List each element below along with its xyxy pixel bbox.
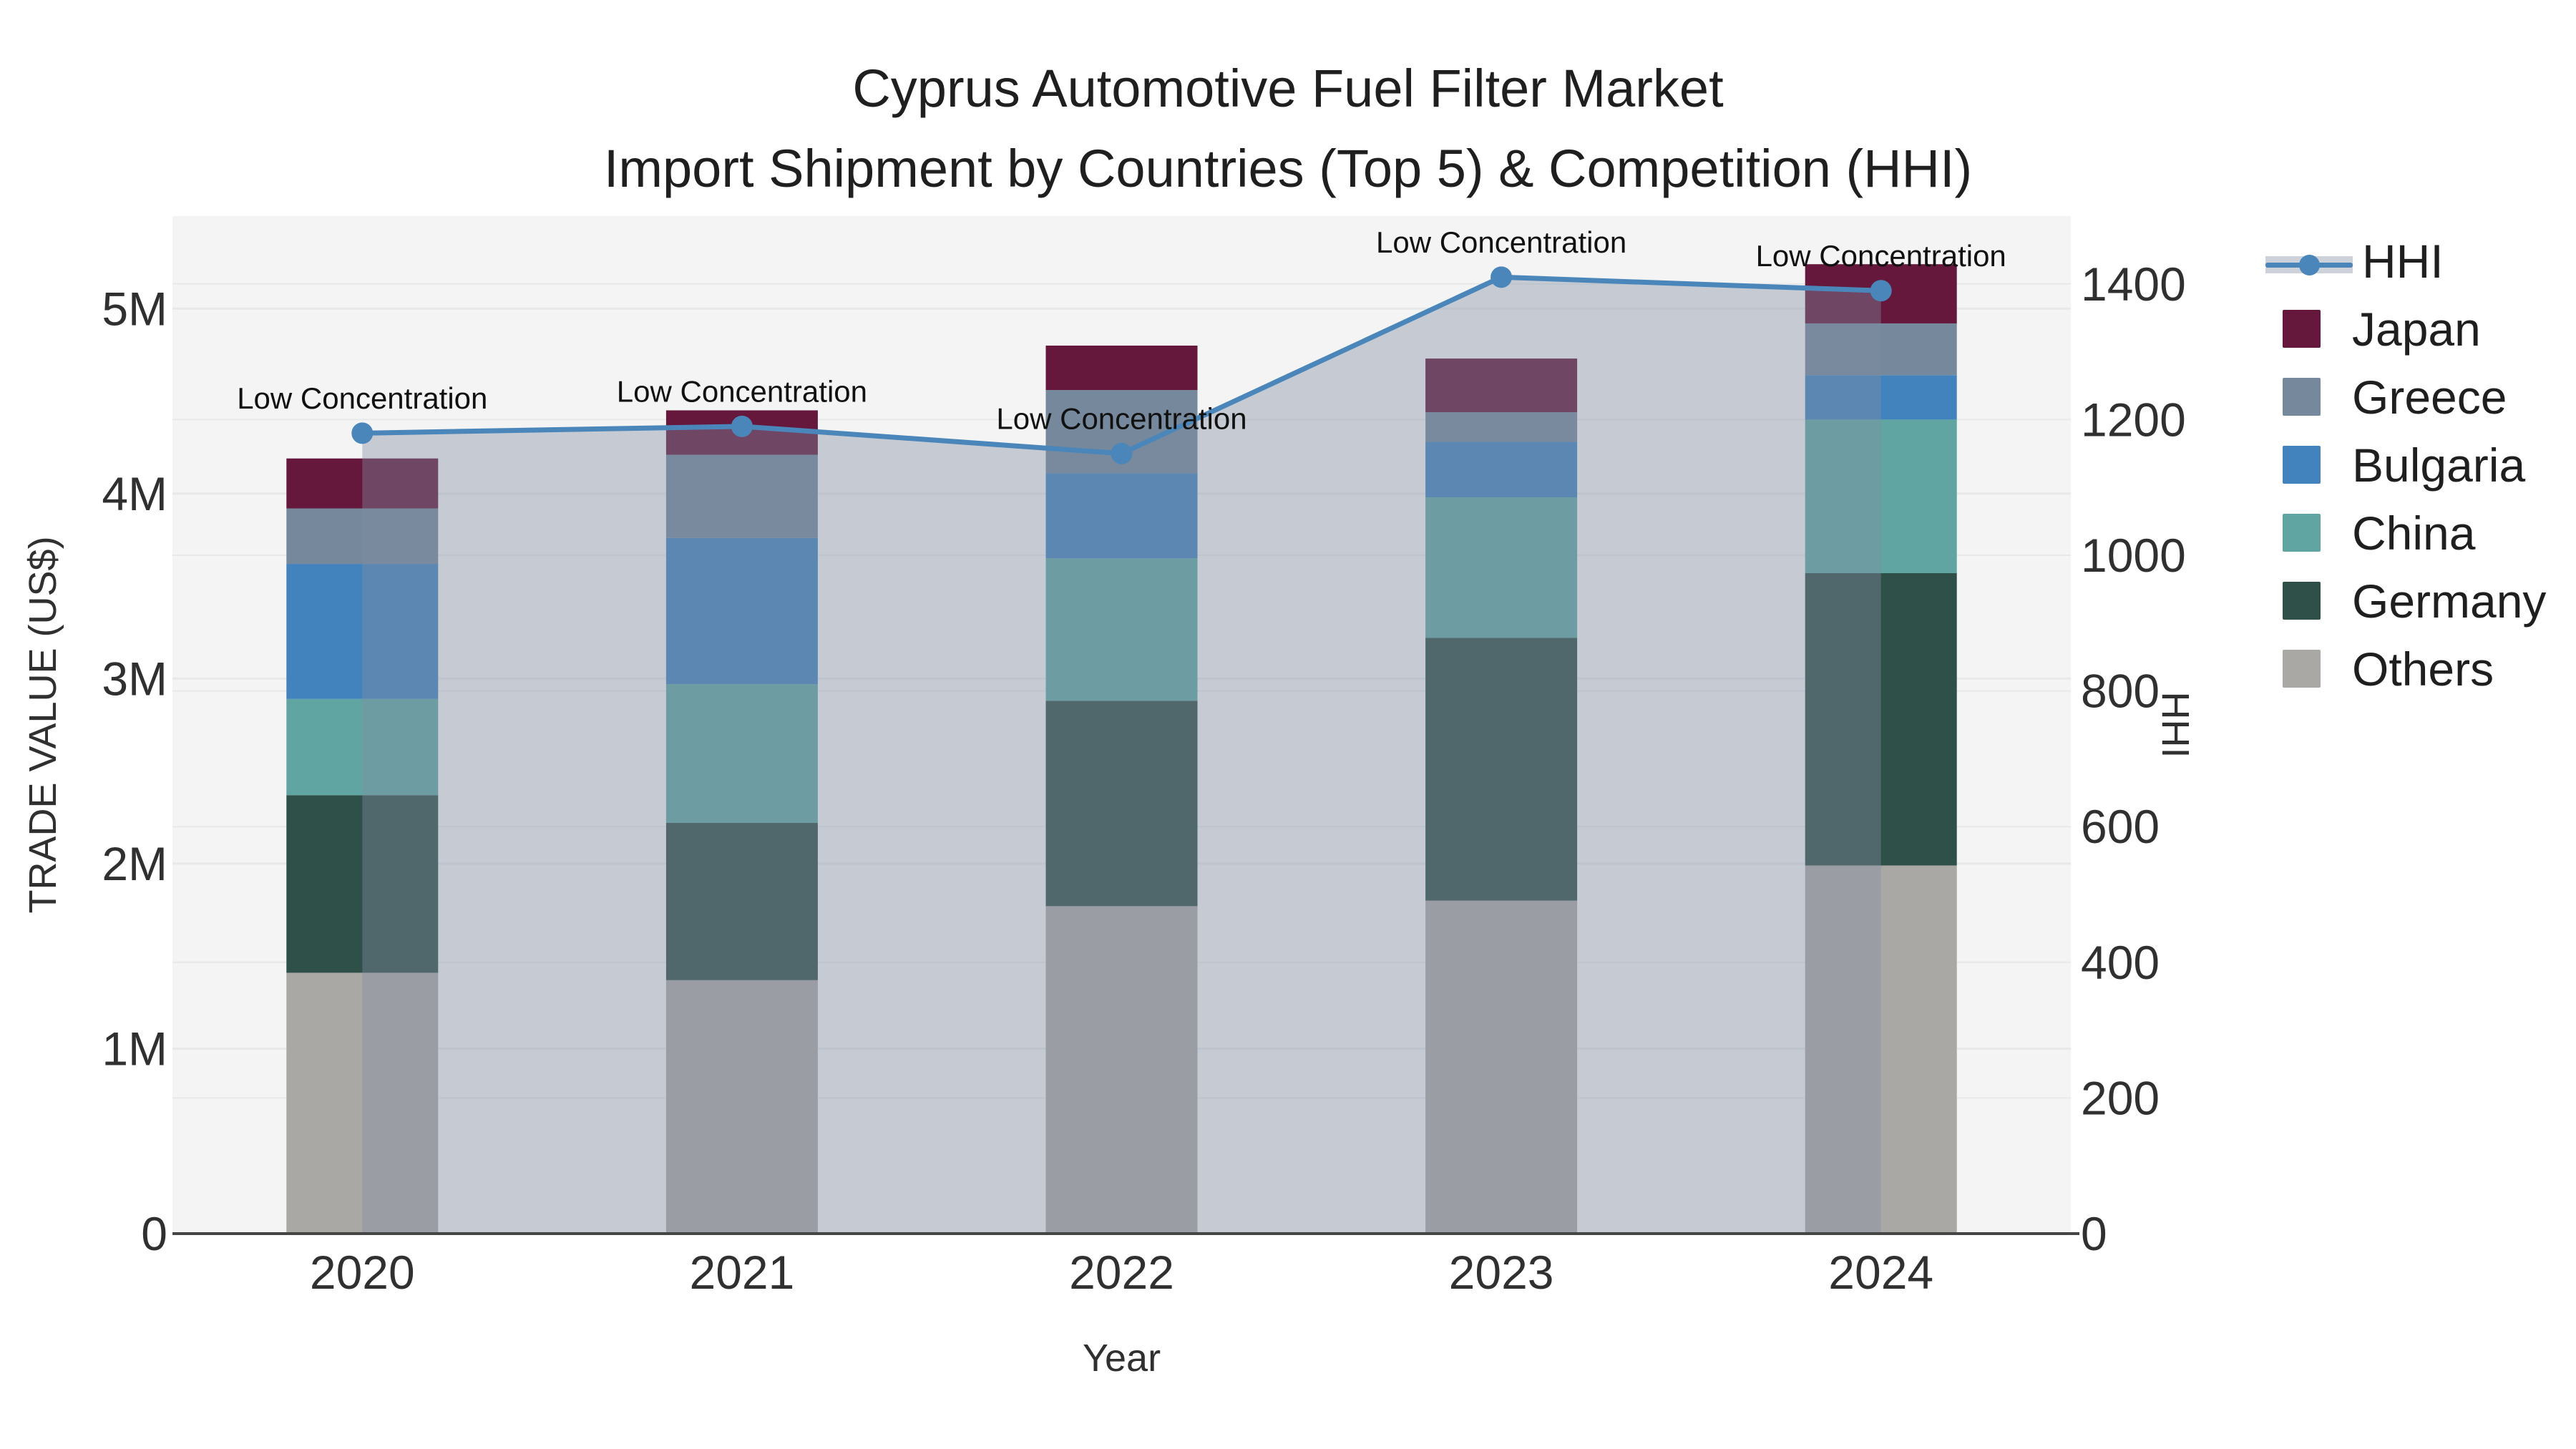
- y-right-tick-1000: 1000: [2081, 529, 2186, 582]
- bar-japan-2022[interactable]: [1045, 345, 1198, 391]
- chart-title-line2: Import Shipment by Countries (Top 5) & C…: [603, 139, 1973, 198]
- hhi-point-2024[interactable]: [1870, 280, 1892, 302]
- bulgaria-swatch: [2283, 446, 2321, 484]
- y-left-tick-3M: 3M: [102, 652, 167, 705]
- y-right-tick-200: 200: [2081, 1071, 2160, 1124]
- hhi-point-2022[interactable]: [1111, 442, 1133, 464]
- chart-title: Cyprus Automotive Fuel Filter Market Imp…: [0, 49, 2576, 209]
- bar-germany-2020[interactable]: [286, 795, 439, 973]
- y-right-tick-0: 0: [2081, 1207, 2107, 1260]
- bar-bulgaria-2022[interactable]: [1045, 473, 1198, 559]
- legend-item-bulgaria[interactable]: Bulgaria: [2261, 431, 2562, 499]
- bar-germany-2023[interactable]: [1425, 638, 1578, 901]
- legend-item-china[interactable]: China: [2261, 499, 2562, 567]
- y-right-tick-1400: 1400: [2081, 258, 2186, 311]
- legend: HHI Japan Greece Bulgaria China Germany …: [2261, 227, 2562, 703]
- x-tick-2020: 2020: [310, 1246, 415, 1299]
- legend-item-japan[interactable]: Japan: [2261, 295, 2562, 363]
- legend-label-germany: Germany: [2352, 574, 2547, 628]
- y-left-tick-4M: 4M: [102, 467, 167, 520]
- y-right-tick-600: 600: [2081, 800, 2160, 853]
- hhi-point-2020[interactable]: [351, 422, 374, 444]
- bar-china-2023[interactable]: [1425, 497, 1578, 638]
- y-left-tick-2M: 2M: [102, 837, 167, 890]
- legend-item-others[interactable]: Others: [2261, 635, 2562, 703]
- chart-title-line1: Cyprus Automotive Fuel Filter Market: [852, 59, 1724, 118]
- annotation-2023: Low Concentration: [1376, 225, 1626, 259]
- bar-japan-2020[interactable]: [286, 458, 439, 509]
- legend-item-hhi[interactable]: HHI: [2261, 227, 2562, 295]
- bar-greece-2023[interactable]: [1425, 412, 1578, 442]
- legend-label-china: China: [2352, 506, 2476, 560]
- bar-bulgaria-2023[interactable]: [1425, 441, 1578, 497]
- hhi-point-2021[interactable]: [731, 415, 753, 437]
- china-swatch: [2283, 514, 2321, 552]
- greece-swatch: [2283, 378, 2321, 416]
- y-right-tick-400: 400: [2081, 936, 2160, 989]
- bar-bulgaria-2021[interactable]: [665, 537, 818, 685]
- bar-germany-2024[interactable]: [1805, 572, 1957, 866]
- bar-others-2020[interactable]: [286, 972, 439, 1234]
- y-right-tick-1200: 1200: [2081, 393, 2186, 446]
- bar-bulgaria-2020[interactable]: [286, 564, 439, 699]
- bar-germany-2022[interactable]: [1045, 701, 1198, 907]
- y-right-axis-title: HHI: [2154, 692, 2197, 758]
- legend-label-japan: Japan: [2352, 302, 2481, 356]
- japan-swatch: [2283, 310, 2321, 348]
- annotation-2022: Low Concentration: [996, 401, 1246, 435]
- legend-label-greece: Greece: [2352, 370, 2507, 424]
- legend-label-hhi: HHI: [2362, 234, 2444, 288]
- x-tick-2024: 2024: [1828, 1246, 1933, 1299]
- bar-greece-2021[interactable]: [665, 454, 818, 538]
- x-tick-2022: 2022: [1069, 1246, 1174, 1299]
- bar-others-2024[interactable]: [1805, 865, 1957, 1234]
- annotation-2020: Low Concentration: [237, 381, 487, 415]
- hhi-line-swatch: [2261, 242, 2353, 280]
- bar-greece-2024[interactable]: [1805, 323, 1957, 376]
- y-left-tick-1M: 1M: [102, 1022, 167, 1075]
- annotation-2024: Low Concentration: [1756, 239, 2006, 273]
- bar-others-2023[interactable]: [1425, 900, 1578, 1234]
- bar-china-2021[interactable]: [665, 684, 818, 824]
- bar-others-2022[interactable]: [1045, 906, 1198, 1234]
- x-tick-2023: 2023: [1449, 1246, 1554, 1299]
- bar-greece-2020[interactable]: [286, 508, 439, 565]
- legend-label-others: Others: [2352, 642, 2494, 696]
- bar-china-2022[interactable]: [1045, 558, 1198, 701]
- x-axis-title: Year: [1083, 1337, 1161, 1380]
- bar-china-2020[interactable]: [286, 698, 439, 796]
- annotation-2021: Low Concentration: [617, 374, 867, 408]
- hhi-area-fill: [362, 277, 1881, 1234]
- bar-bulgaria-2024[interactable]: [1805, 375, 1957, 420]
- x-tick-2021: 2021: [689, 1246, 794, 1299]
- bar-germany-2021[interactable]: [665, 823, 818, 980]
- y-left-tick-5M: 5M: [102, 282, 167, 335]
- hhi-point-2023[interactable]: [1491, 266, 1513, 288]
- y-right-tick-800: 800: [2081, 665, 2160, 718]
- germany-swatch: [2283, 582, 2321, 620]
- bar-japan-2023[interactable]: [1425, 358, 1578, 413]
- legend-label-bulgaria: Bulgaria: [2352, 438, 2526, 492]
- bar-others-2021[interactable]: [665, 980, 818, 1234]
- others-swatch: [2283, 650, 2321, 688]
- y-left-tick-0: 0: [141, 1207, 167, 1260]
- y-left-axis-title: TRADE VALUE (US$): [21, 536, 64, 913]
- legend-item-greece[interactable]: Greece: [2261, 363, 2562, 431]
- legend-item-germany[interactable]: Germany: [2261, 567, 2562, 635]
- bar-china-2024[interactable]: [1805, 419, 1957, 573]
